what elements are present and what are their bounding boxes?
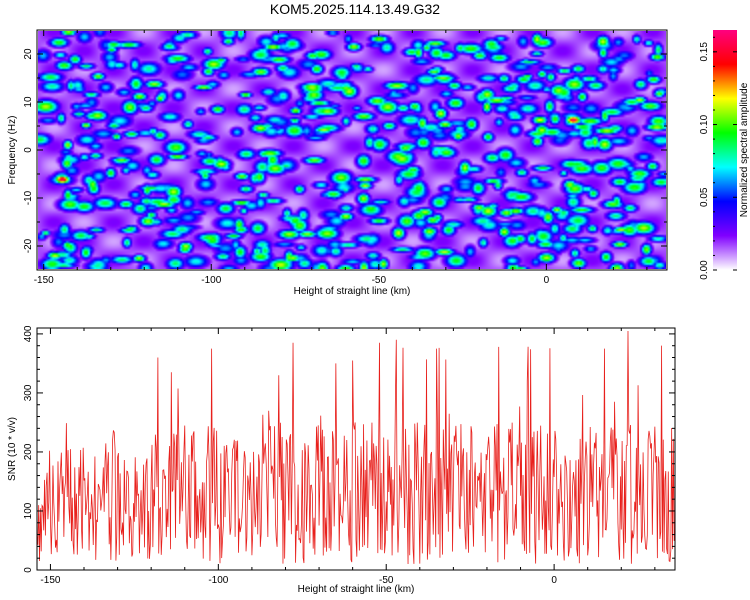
snr-y-axis-label: SNR (10 * v/v) [7, 417, 18, 481]
colorbar-gradient [713, 30, 737, 270]
snr-x-tick-label: -50 [379, 575, 394, 586]
heatmap-x-axis-label: Height of straight line (km) [294, 286, 411, 297]
heatmap-x-tick-label: -50 [372, 275, 387, 286]
colorbar-ticks: 0.00 0.05 0.10 0.15 [699, 36, 737, 280]
snr-y-tick-label: 200 [23, 443, 34, 460]
heatmap-y-tick-label: 0 [23, 147, 34, 153]
colorbar-tick-label: 0.00 [699, 260, 710, 280]
colorbar-label: Normalized spectral amplitude [739, 82, 750, 217]
snr-x-axis-label: Height of straight line (km) [298, 584, 415, 595]
heatmap-x-tick-label: 0 [544, 275, 550, 286]
heatmap-y-tick-label: 20 [23, 48, 34, 60]
colorbar-tick-label: 0.05 [699, 187, 710, 207]
heatmap-y-tick-label: -20 [23, 238, 34, 253]
heatmap-y-tick-label: 10 [23, 96, 34, 108]
snr-panel: -150 -100 -50 0 0 100 200 300 400 Height of str… [7, 325, 676, 595]
snr-series-line [36, 330, 676, 564]
snr-y-tick-label: 100 [23, 502, 34, 519]
snr-y-tick-label: 0 [23, 567, 34, 573]
snr-y-tick-label: 400 [23, 325, 34, 342]
heatmap-y-axis-label: Frequency (Hz) [7, 116, 18, 185]
heatmap-x-tick-label: -150 [34, 275, 54, 286]
snr-x-tick-label: -100 [208, 575, 228, 586]
snr-x-tick-label: 0 [551, 575, 557, 586]
snr-y-tick-label: 300 [23, 384, 34, 401]
snr-y-ticks: 0 100 200 300 400 [23, 325, 675, 573]
snr-x-tick-label: -150 [40, 575, 60, 586]
colorbar-tick-label: 0.15 [699, 42, 710, 62]
heatmap-y-tick-label: -10 [23, 190, 34, 205]
colorbar-tick-label: 0.10 [699, 114, 710, 134]
heatmap-x-tick-label: -100 [201, 275, 221, 286]
heatmap-y-ticks: -20 -10 0 10 20 [23, 29, 667, 271]
figure-title: KOM5.2025.114.13.49.G32 [270, 1, 440, 17]
snr-frame [36, 327, 676, 571]
heatmap-image [38, 31, 666, 269]
heatmap-x-ticks: -150 -100 -50 0 [34, 30, 648, 286]
colorbar: 0.00 0.05 0.10 0.15 Normalized spectral amp… [699, 30, 750, 280]
snr-x-ticks: -150 -100 -50 0 [40, 328, 656, 586]
